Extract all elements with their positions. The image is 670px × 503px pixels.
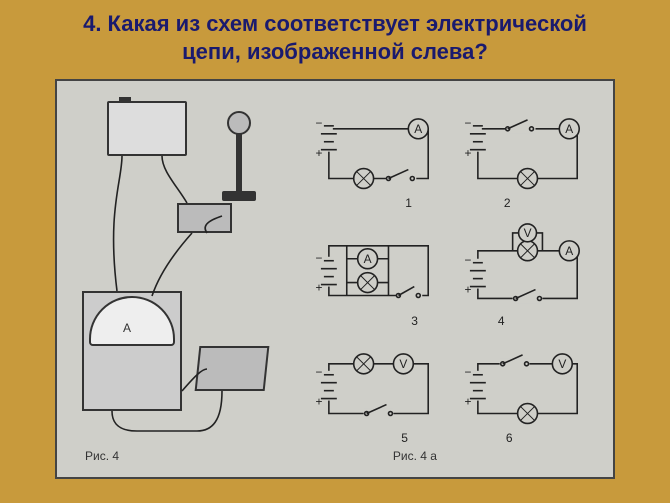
- wiring-icon: [67, 91, 303, 467]
- label-3: 3: [411, 314, 418, 328]
- meter-A-4: A: [565, 244, 573, 258]
- caption-right: Рис. 4 а: [393, 449, 437, 463]
- title-line1: 4. Какая из схем соответствует электриче…: [83, 11, 587, 36]
- figure: A Рис. 4: [55, 79, 615, 479]
- meter-A-2: A: [565, 122, 573, 136]
- schematic-2: − + A: [458, 99, 597, 208]
- question-title: 4. Какая из схем соответствует электриче…: [0, 0, 670, 79]
- figure-container: A Рис. 4: [0, 79, 670, 479]
- schematic-4: − + V A: [458, 216, 597, 325]
- svg-text:+: +: [315, 281, 322, 295]
- meter-A-3: A: [363, 252, 371, 266]
- title-line2: цепи, изображенной слева?: [182, 39, 488, 64]
- svg-text:−: −: [464, 116, 471, 130]
- svg-text:−: −: [464, 253, 471, 267]
- schematic-options: − + A: [303, 91, 603, 467]
- svg-text:−: −: [315, 365, 322, 379]
- svg-text:+: +: [464, 283, 471, 297]
- svg-text:+: +: [315, 394, 322, 408]
- svg-text:+: +: [315, 146, 322, 160]
- meter-V-6: V: [558, 357, 566, 371]
- meter-A-1: A: [414, 122, 422, 136]
- caption-left: Рис. 4: [85, 449, 119, 463]
- meter-V-4: V: [523, 226, 531, 240]
- schematic-6: − + V: [458, 334, 597, 443]
- schematic-1: − + A: [309, 99, 448, 208]
- label-6: 6: [506, 431, 513, 445]
- svg-text:−: −: [315, 251, 322, 265]
- schematic-grid: − + A: [309, 99, 597, 443]
- schematic-3: − + A: [309, 216, 448, 325]
- label-5: 5: [401, 431, 408, 445]
- label-1: 1: [405, 196, 412, 210]
- pictorial-circuit: A Рис. 4: [67, 91, 303, 467]
- meter-V-5: V: [399, 357, 407, 371]
- svg-text:−: −: [464, 365, 471, 379]
- label-2: 2: [504, 196, 511, 210]
- svg-text:+: +: [464, 394, 471, 408]
- schematic-5: − + V: [309, 334, 448, 443]
- figure-stage: A Рис. 4: [67, 91, 603, 467]
- label-4: 4: [498, 314, 505, 328]
- svg-text:−: −: [315, 116, 322, 130]
- svg-text:+: +: [464, 146, 471, 160]
